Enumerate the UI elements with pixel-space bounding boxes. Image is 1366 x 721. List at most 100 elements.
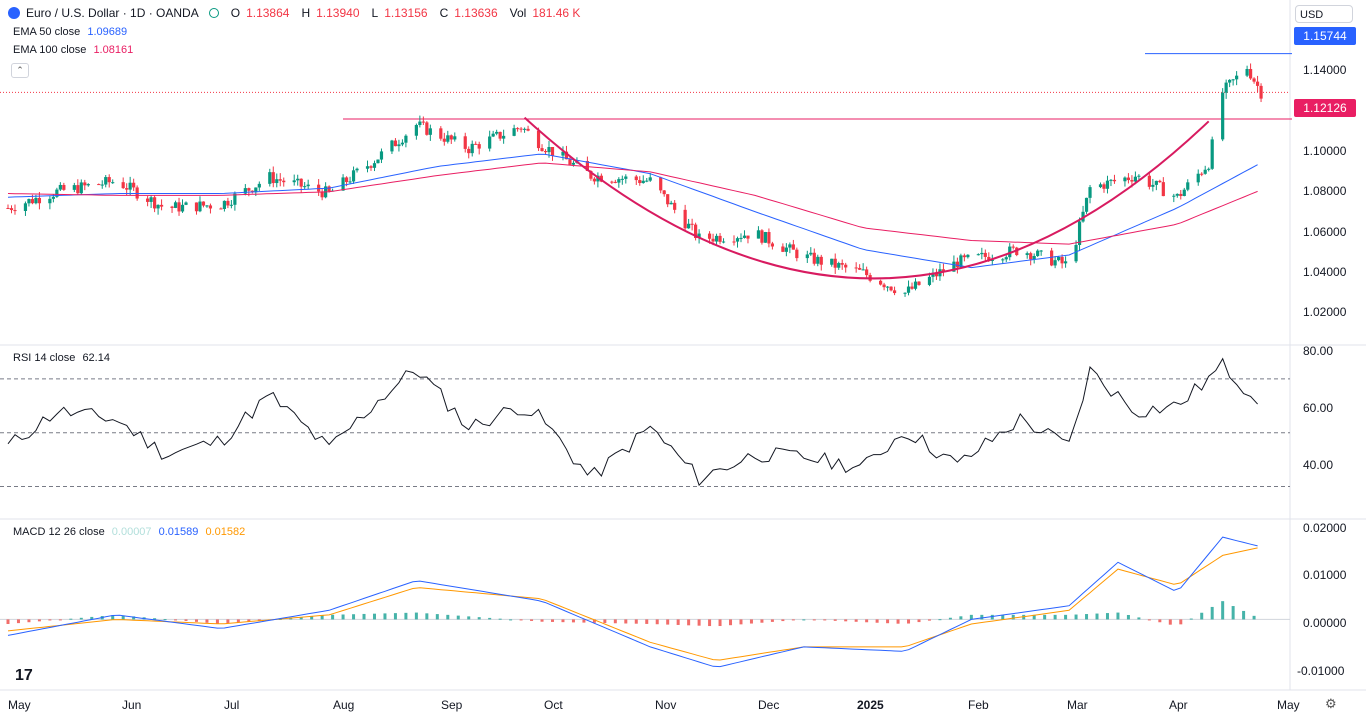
candle-body (76, 185, 80, 194)
macd-signal-line (7, 547, 1258, 661)
macd-histogram-bar (121, 615, 125, 620)
candle-body (1123, 177, 1127, 182)
candle-body (1172, 195, 1176, 197)
candle-body (638, 180, 642, 184)
candle-body (83, 182, 87, 186)
candle-body (952, 261, 956, 272)
candle-body (707, 233, 712, 239)
candle-body (425, 122, 429, 135)
macd-histogram-bar (1200, 612, 1204, 620)
ema50-value: 1.09689 (87, 26, 128, 38)
ema100-legend[interactable]: EMA 100 close 1.08161 (13, 44, 133, 56)
macd-histogram-bar (749, 619, 753, 624)
candle-body (275, 179, 279, 184)
x-tick-label: Aug (333, 698, 355, 712)
chart-header: Euro / U.S. Dollar · 1D · OANDA O 1.13864… (8, 6, 580, 20)
currency-selector[interactable]: USD (1295, 5, 1353, 23)
macd-histogram-bar (739, 619, 743, 625)
settings-gear-icon[interactable]: ⚙ (1325, 696, 1337, 711)
x-tick-label: Nov (655, 698, 677, 712)
candle-body (865, 269, 869, 276)
candle-body (100, 184, 104, 186)
candle-body (170, 206, 174, 208)
candle-body (463, 136, 467, 149)
candle-body (296, 178, 300, 181)
candle-body (268, 172, 272, 184)
x-tick-label: Dec (758, 698, 780, 712)
volume-value: 181.46 K (532, 6, 581, 20)
macd-histogram-bar (592, 619, 596, 623)
macd-histogram-bar (1189, 618, 1193, 620)
macd-histogram-bar (791, 619, 795, 621)
candle-body (714, 235, 719, 242)
y-tick-label: 1.14000 (1303, 63, 1347, 77)
collapse-legend-button[interactable]: ⌃ (11, 63, 29, 78)
macd-histogram-bar (1242, 610, 1246, 620)
macd-histogram-bar (435, 614, 439, 620)
candle-body (34, 197, 38, 204)
macd-histogram-bar (697, 619, 701, 626)
candle-body (592, 178, 596, 182)
candle-body (931, 272, 935, 277)
x-tick-label: May (1277, 698, 1300, 712)
macd-histogram-bar (205, 619, 209, 623)
candle-body (135, 187, 139, 199)
macd-histogram-bar (1095, 613, 1099, 620)
ohlc-high-key: H (301, 6, 311, 20)
candle-body (1147, 175, 1151, 187)
candle-body (257, 183, 261, 188)
macd-histogram-bar (362, 613, 366, 620)
macd-histogram-bar (540, 619, 544, 622)
x-tick-label: Jun (122, 698, 142, 712)
candle-body (9, 208, 14, 211)
candle-body (721, 241, 726, 243)
macd-signal-value: 0.01582 (205, 526, 246, 538)
ema50-legend[interactable]: EMA 50 close 1.09689 (13, 26, 127, 38)
macd-histogram-bar (132, 616, 136, 620)
macd-histogram-bar (393, 613, 397, 620)
candle-body (491, 133, 495, 137)
candle-body (247, 188, 251, 191)
macd-legend[interactable]: MACD 12 26 close 0.00007 0.01589 0.01582 (13, 526, 245, 538)
rsi-tick-label: 40.00 (1303, 458, 1334, 472)
macd-histogram-bar (927, 619, 931, 621)
symbol-title[interactable]: Euro / U.S. Dollar · 1D · OANDA (26, 6, 199, 20)
candle-body (1203, 169, 1207, 174)
candle-body (662, 190, 666, 195)
candle-body (809, 252, 813, 255)
candle-body (292, 180, 296, 183)
candle-body (208, 205, 213, 209)
macd-histogram-bar (79, 617, 83, 620)
candle-body (1137, 175, 1141, 177)
candle-body (791, 244, 795, 250)
macd-histogram-bar (163, 619, 167, 621)
rsi-legend[interactable]: RSI 14 close 62.14 (13, 352, 110, 364)
macd-histogram-bar (215, 619, 219, 624)
candle-body (781, 246, 785, 252)
candle-body (913, 281, 918, 289)
candle-body (111, 182, 115, 184)
macd-line-value: 0.01589 (158, 526, 199, 538)
candle-body (1179, 193, 1183, 197)
candle-body (320, 191, 324, 198)
candle-body (97, 184, 101, 186)
symbol-logo-icon[interactable] (8, 7, 20, 19)
candle-body (1255, 81, 1260, 86)
candle-body (27, 199, 31, 204)
candle-body (547, 147, 551, 153)
candle-body (104, 177, 108, 185)
candle-body (746, 235, 750, 239)
macd-histogram-bar (69, 618, 73, 620)
candle-body (889, 286, 893, 291)
candle-body (669, 202, 673, 205)
ohlc-low-value: 1.13156 (384, 6, 428, 20)
candle-body (1221, 92, 1225, 140)
candle-body (400, 142, 405, 145)
candle-body (306, 184, 310, 187)
candle-body (610, 181, 614, 183)
candle-body (1235, 75, 1239, 80)
candle-body (159, 204, 164, 207)
macd-histogram-bar (990, 614, 994, 620)
macd-histogram-bar (383, 613, 387, 620)
